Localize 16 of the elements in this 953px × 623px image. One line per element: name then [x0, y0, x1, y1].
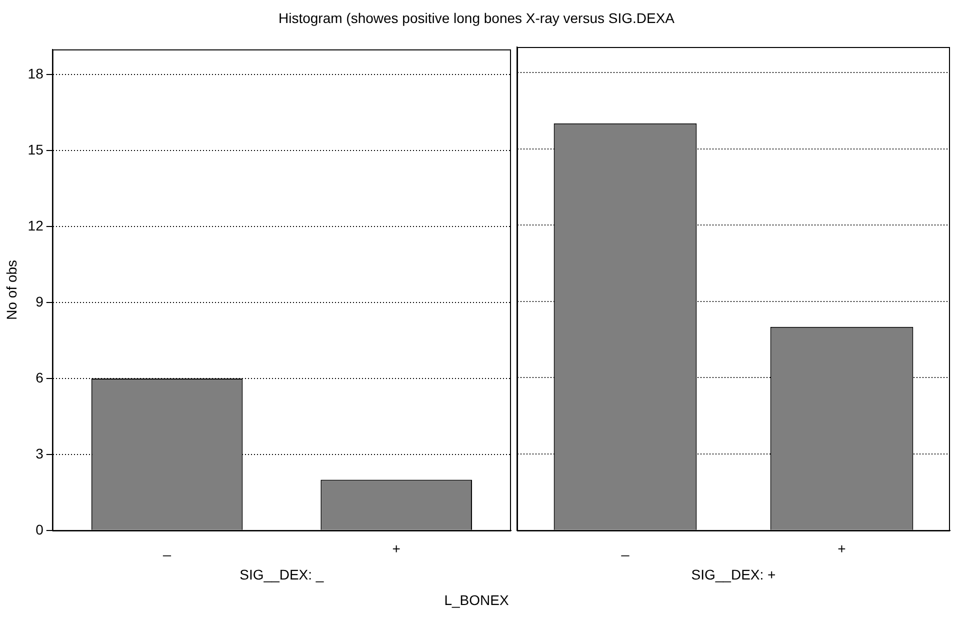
x-tick-label: +	[838, 540, 846, 557]
y-tick-label: 6	[36, 369, 44, 386]
y-tick-label: 12	[28, 217, 44, 234]
x-axis-title: SIG__DEX: _	[240, 566, 324, 582]
text: L_BONEX	[443, 592, 510, 608]
y-tick-label: 15	[28, 142, 44, 158]
y-axis-title: No of obs	[3, 260, 20, 320]
y-tick-label: 18	[28, 66, 44, 82]
chart-title: Histogram (showes positive long bones X-ray versus SIG.DEXA	[277, 10, 676, 26]
x-tick-label: _	[162, 540, 172, 557]
y-tick-label: 0	[36, 521, 44, 538]
x-tick-label: _	[620, 540, 630, 557]
x-tick-label: +	[392, 540, 400, 557]
x-axis-title: SIG__DEX: +	[691, 566, 776, 582]
y-tick-label: 3	[36, 445, 44, 462]
y-tick-label: 9	[36, 293, 44, 310]
